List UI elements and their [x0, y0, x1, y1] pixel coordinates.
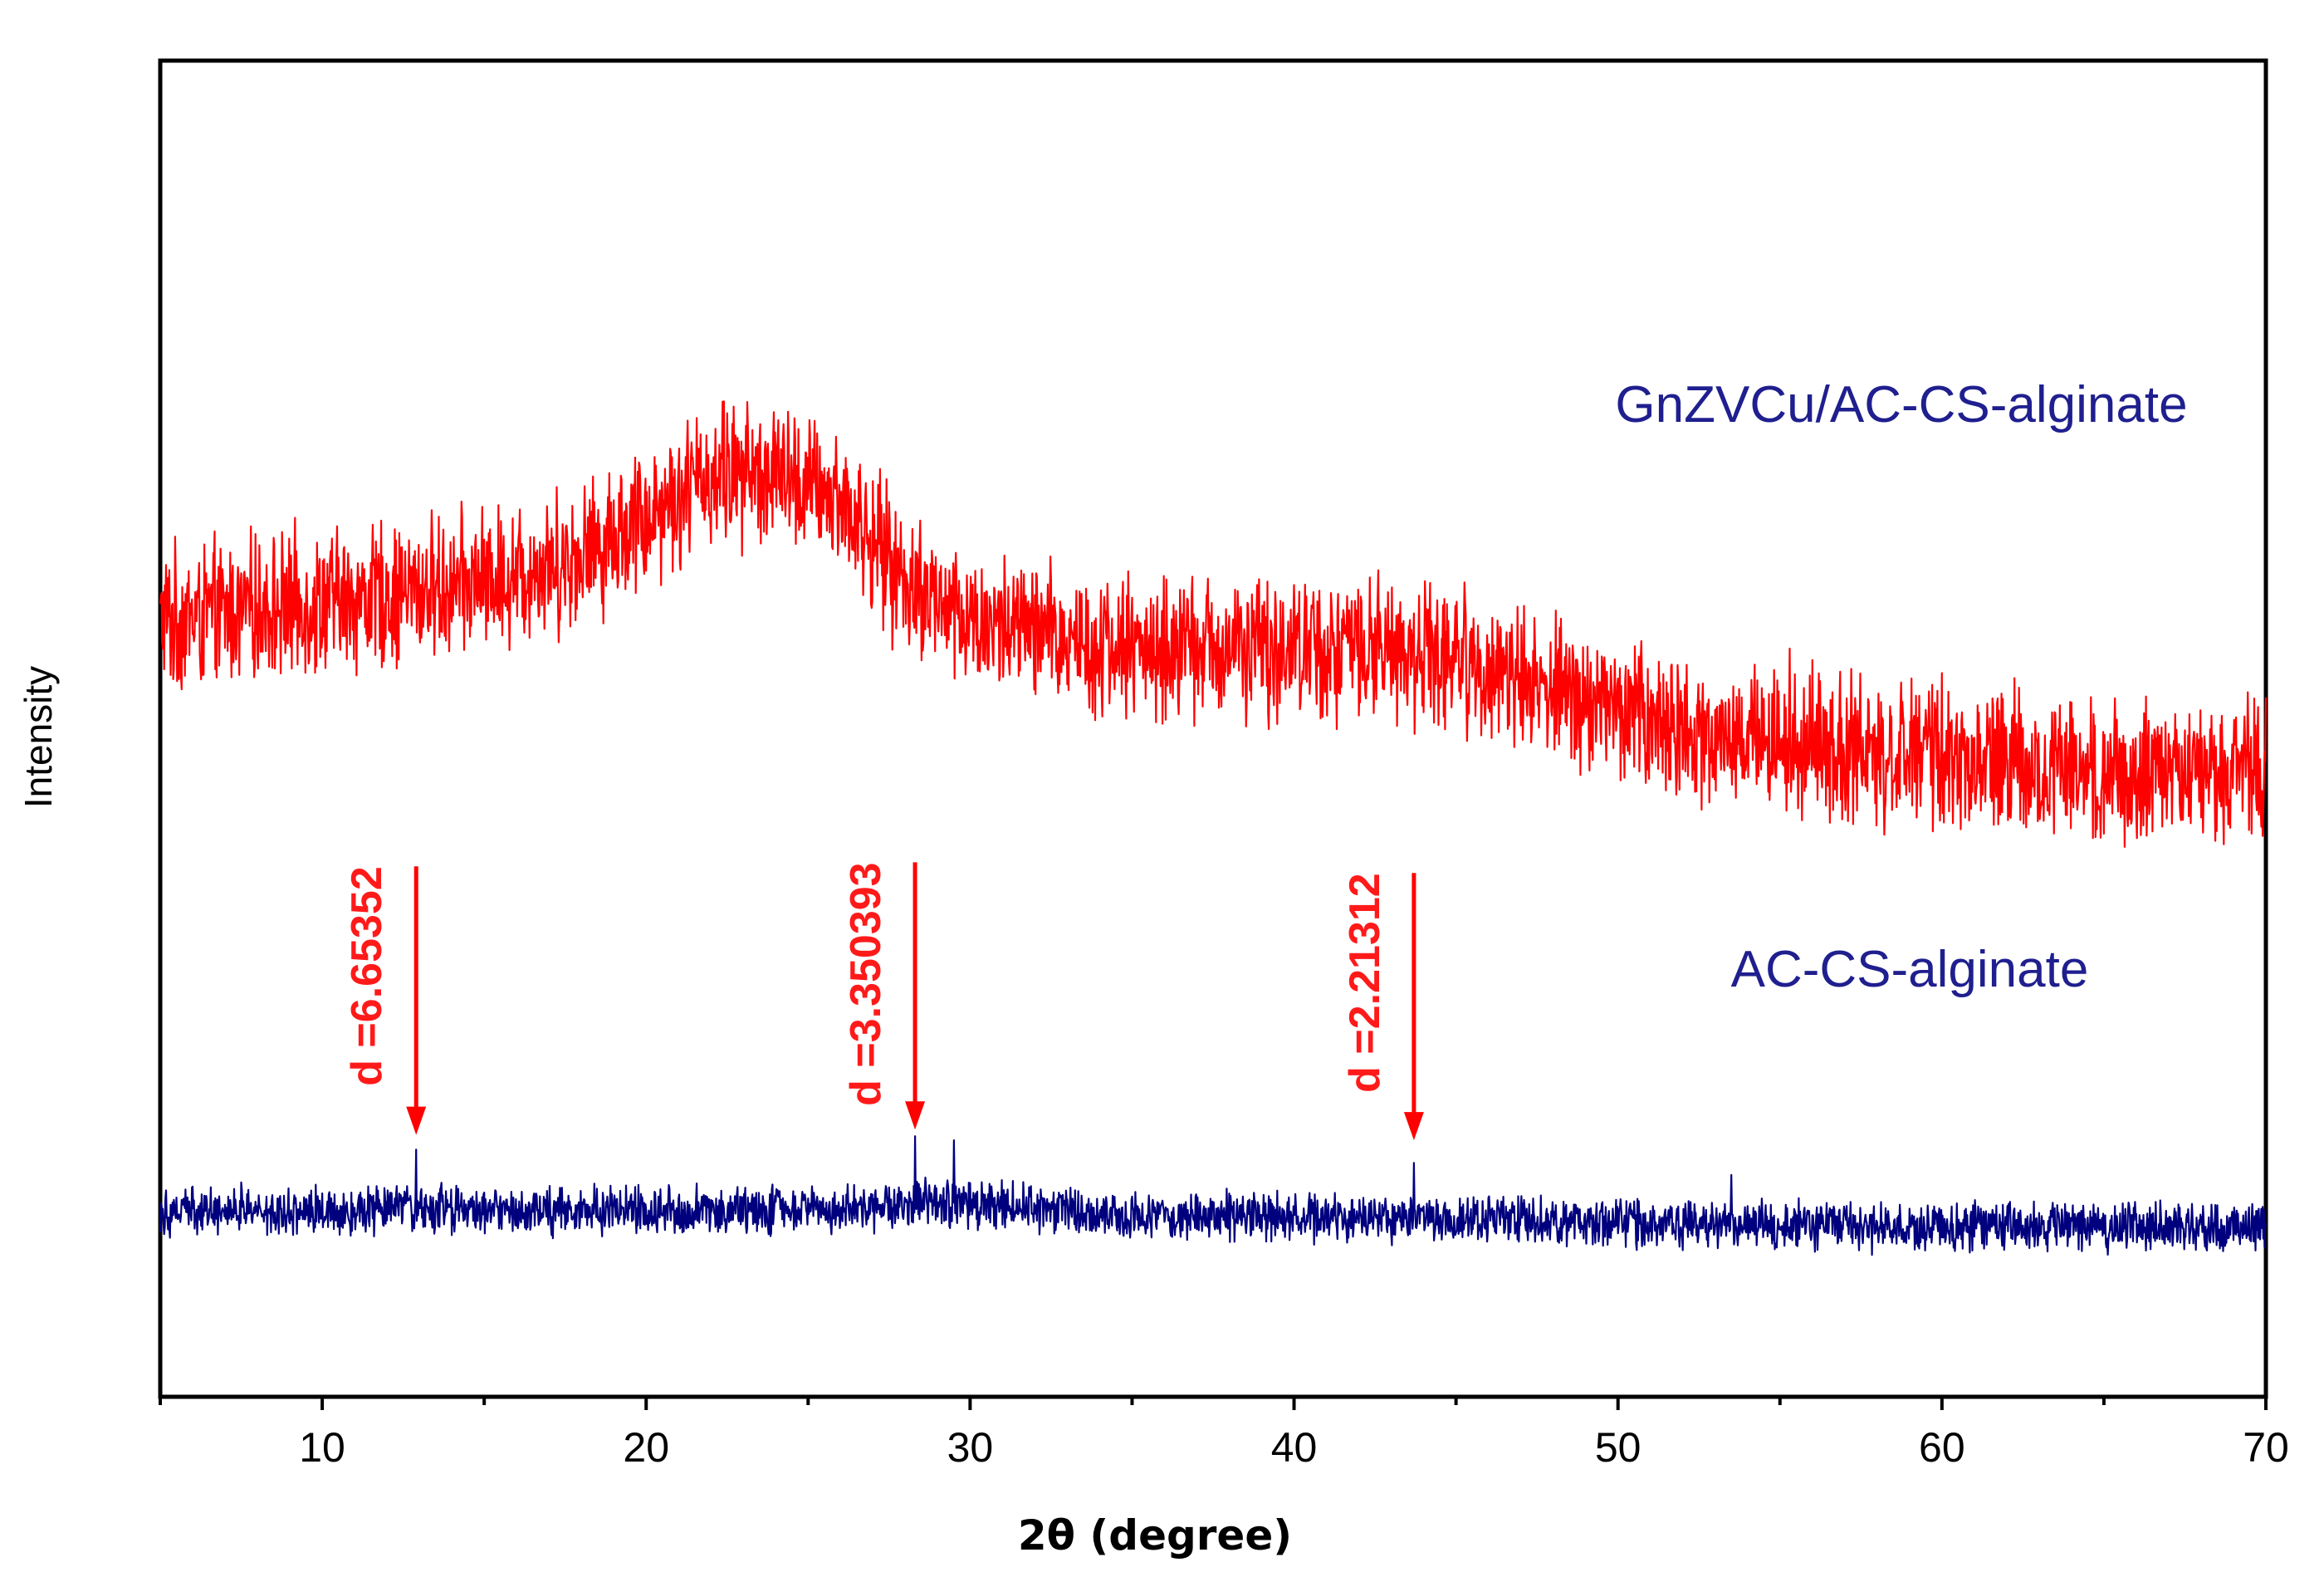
- x-tick-label: 10: [299, 1424, 345, 1471]
- series-line: [159, 400, 2268, 848]
- annotation-arrow-head: [406, 1106, 427, 1135]
- x-tick-label: 30: [947, 1424, 994, 1471]
- y-axis-title: Intensity: [17, 666, 60, 808]
- x-tick-label: 20: [623, 1424, 669, 1471]
- x-tick-label: 70: [2243, 1424, 2289, 1471]
- x-axis: 10 20 30 40 50 60 70: [159, 1397, 2289, 1471]
- d-spacing-label: d =3.350393: [842, 862, 890, 1105]
- d-spacing-label: d =2.21312: [1341, 873, 1389, 1093]
- x-tick-label: 60: [1919, 1424, 1965, 1471]
- x-axis-title: 2θ (degree): [1018, 1511, 1292, 1560]
- series-line: [159, 1135, 2268, 1256]
- series-label: GnZVCu/AC-CS-alginate: [1615, 376, 2187, 433]
- x-tick-label: 40: [1271, 1424, 1318, 1471]
- series-labels: GnZVCu/AC-CS-alginate AC-CS-alginate: [1615, 376, 2187, 998]
- annotation-arrow-head: [905, 1101, 926, 1130]
- d-spacing-label: d =6.65352: [343, 866, 391, 1086]
- series-layer: [159, 400, 2268, 1256]
- x-tick-label: 50: [1595, 1424, 1641, 1471]
- annotation-arrow-head: [1403, 1112, 1424, 1141]
- series-label: AC-CS-alginate: [1731, 941, 2089, 998]
- annotation-layer: d =6.65352 d =3.350393 d =2.21312: [343, 862, 1424, 1141]
